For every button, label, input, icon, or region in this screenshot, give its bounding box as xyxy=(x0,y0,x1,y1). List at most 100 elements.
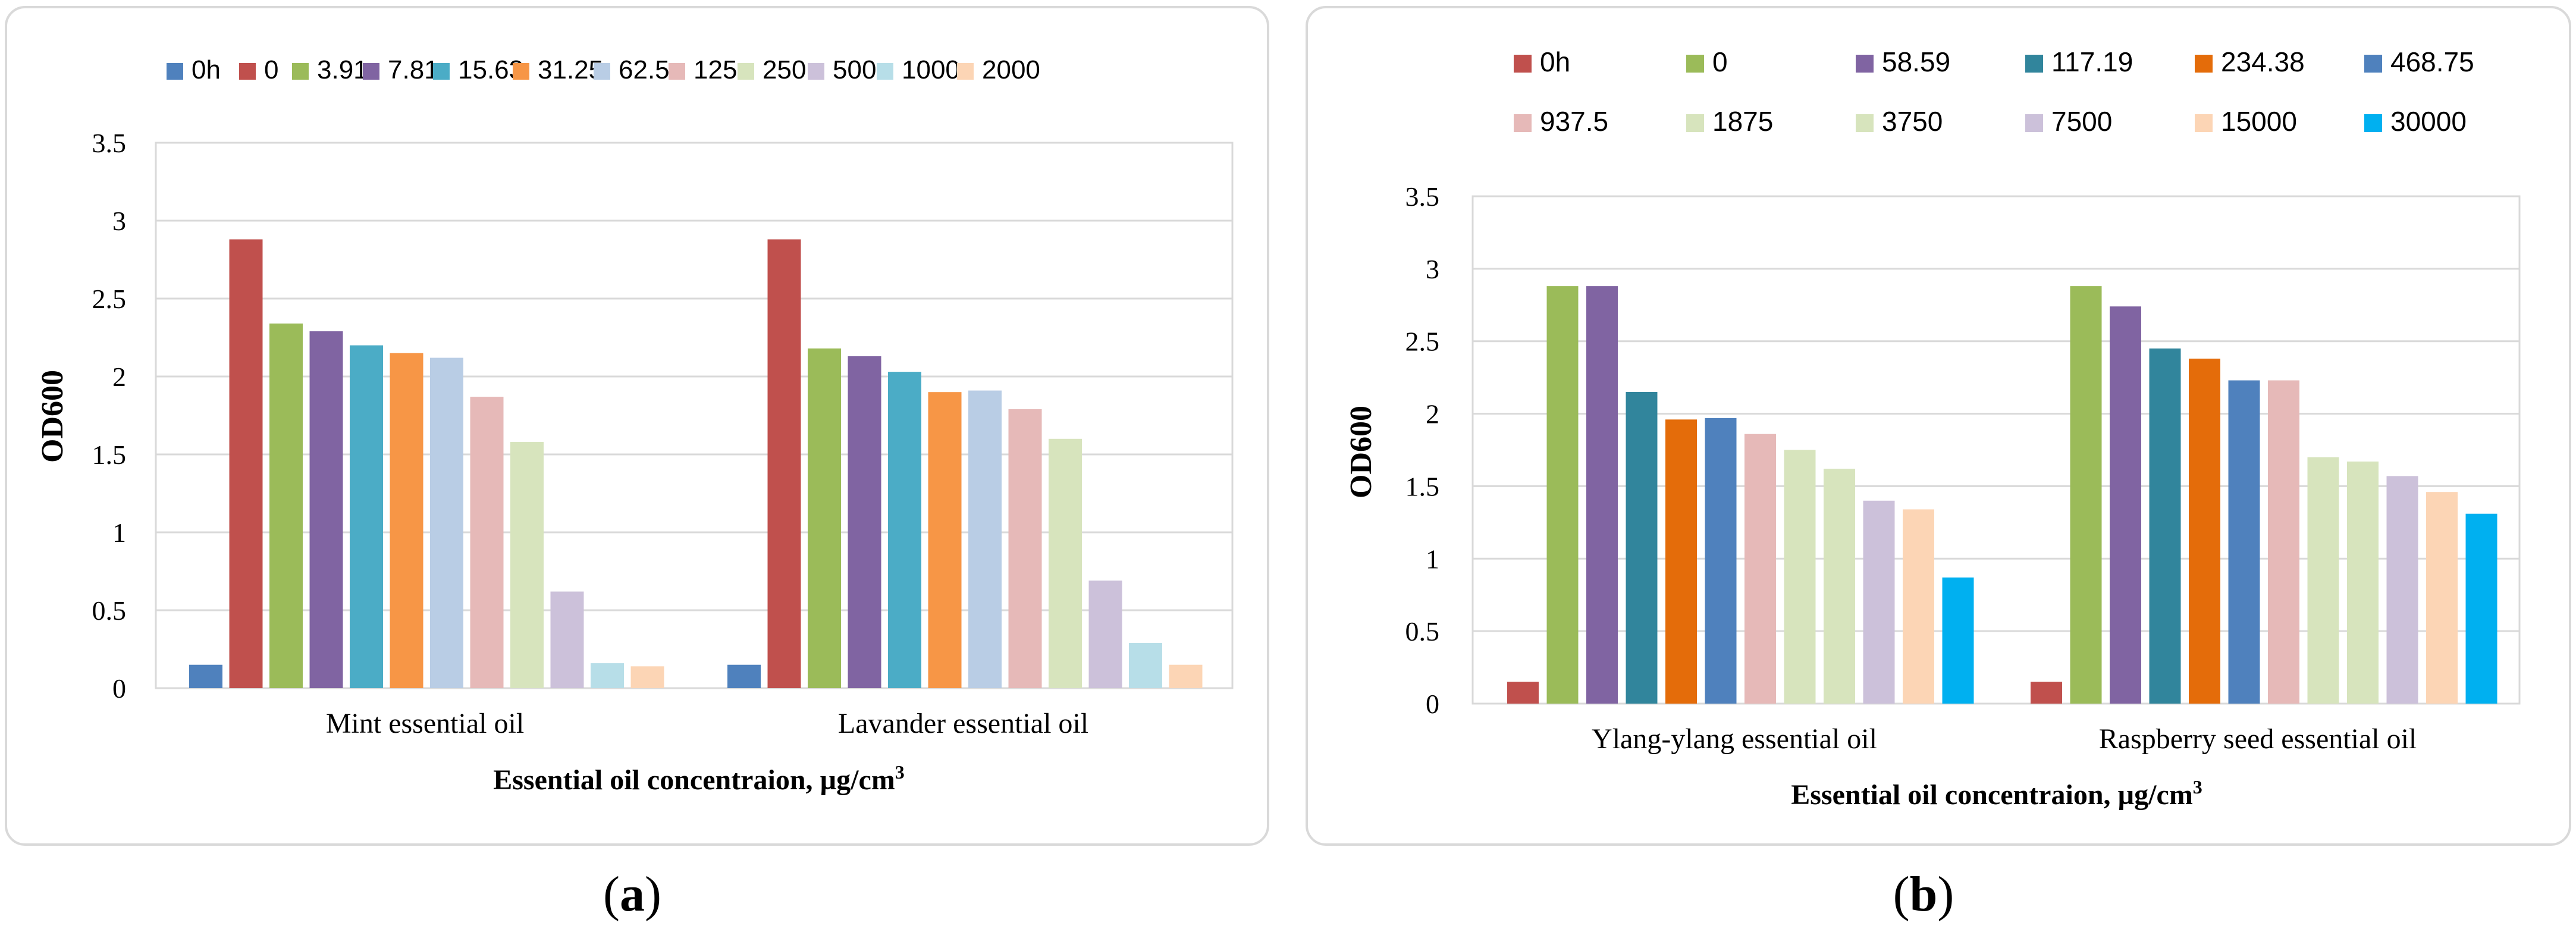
panel-b-x-axis-label: Essential oil concentraion, µg/cm3 xyxy=(1791,776,2202,811)
panel-a-legend-label: 125 xyxy=(694,55,737,84)
caption-a-close: ) xyxy=(645,867,661,922)
caption-b: (b) xyxy=(1864,865,1983,923)
panel-b-ytick-label: 0.5 xyxy=(1405,616,1440,647)
panel-a-bar-2-4 xyxy=(848,356,881,688)
panel-b-legend-swatch xyxy=(1856,114,1874,132)
panel-a-legend-swatch xyxy=(363,63,379,80)
panel-b-bar-2-7 xyxy=(2268,380,2299,704)
panel-a-bar-1-5 xyxy=(350,345,383,688)
caption-b-close: ) xyxy=(1937,867,1954,922)
panel-a-bar-1-2 xyxy=(229,239,263,688)
panel-a-bar-2-3 xyxy=(808,348,841,688)
panel-b-legend-label: 117.19 xyxy=(2051,46,2133,77)
panel-b-bar-1-1 xyxy=(1507,682,1539,704)
panel-b-bar-2-12 xyxy=(2465,513,2497,704)
panel-b-category-label: Ylang-ylang essential oil xyxy=(1592,723,1877,755)
panel-a-bar-2-9 xyxy=(1049,438,1082,688)
chart-panel-b-frame xyxy=(1306,6,2571,846)
panel-b-category-label: Raspberry seed essential oil xyxy=(2099,723,2417,755)
panel-b-legend-swatch xyxy=(1514,114,1532,132)
panel-a-legend-swatch xyxy=(167,63,183,80)
panel-b-plot-area xyxy=(1471,195,2521,705)
panel-a-bar-1-3 xyxy=(269,323,303,688)
panel-b-legend-swatch xyxy=(1514,55,1532,73)
panel-b-bar-2-10 xyxy=(2386,476,2418,704)
panel-a-bar-2-12 xyxy=(1169,664,1203,688)
panel-a-legend-swatch xyxy=(239,63,256,80)
panel-b-legend-label: 0 xyxy=(1712,46,1728,77)
panel-b-legend-swatch xyxy=(2364,55,2382,73)
chart-panel-a-frame xyxy=(5,6,1269,846)
panel-b-bar-1-3 xyxy=(1586,286,1618,704)
panel-b-bar-1-4 xyxy=(1626,392,1658,704)
panel-b-legend-label: 937.5 xyxy=(1540,106,1608,137)
panel-b-legend-label: 234.38 xyxy=(2221,46,2305,77)
caption-b-letter: b xyxy=(1909,867,1938,922)
panel-a-bar-2-10 xyxy=(1088,580,1122,688)
panel-a-ytick-label: 1 xyxy=(112,517,126,548)
panel-a-chart: 0 0.5 1 1.5 2 2.5 3 3.5 Mint essential oil Lavand… xyxy=(36,55,1234,796)
panel-a-bar-2-6 xyxy=(928,392,962,688)
panel-a-legend-swatch xyxy=(292,63,309,80)
panel-b-ytick-label: 2 xyxy=(1426,399,1439,429)
panel-b-legend-swatch xyxy=(1686,114,1704,132)
panel-a-legend-label: 500 xyxy=(833,55,876,84)
panel-a-bar-2-11 xyxy=(1129,643,1162,688)
panel-b-bar-2-6 xyxy=(2228,380,2260,704)
panel-b-ytick-label: 2.5 xyxy=(1405,327,1440,357)
panel-a-bar-2-2 xyxy=(767,239,801,688)
panel-b-bar-1-10 xyxy=(1863,500,1895,704)
panel-b-legend-swatch xyxy=(2025,114,2043,132)
panel-a-bar-2-8 xyxy=(1008,409,1042,688)
caption-b-open: ( xyxy=(1893,867,1910,922)
panel-a-bar-1-12 xyxy=(630,666,664,688)
panel-b-bar-1-9 xyxy=(1824,469,1855,704)
panel-b-legend-swatch xyxy=(1686,55,1704,73)
panel-b-bar-2-5 xyxy=(2189,358,2220,704)
panel-a-legend-swatch xyxy=(808,63,824,80)
panel-a-legend-label: 15.63 xyxy=(458,55,523,84)
panel-a-legend-swatch xyxy=(594,63,610,80)
panel-b-legend-label: 3750 xyxy=(1882,106,1943,137)
panel-a-x-axis-label-sup: 3 xyxy=(895,761,905,783)
panel-b-x-axis-label-sup: 3 xyxy=(2193,776,2202,798)
panel-b-legend-label: 1875 xyxy=(1712,106,1773,137)
panel-b-x-axis-label-text: Essential oil concentraion, µg/cm xyxy=(1791,779,2193,811)
panel-b-bar-1-6 xyxy=(1705,418,1737,704)
caption-a-open: ( xyxy=(603,867,620,922)
panel-a-legend-label: 3.91 xyxy=(317,55,368,84)
panel-a-bar-1-9 xyxy=(510,442,544,688)
panel-a-legend-swatch xyxy=(513,63,529,80)
panel-b-bar-1-8 xyxy=(1784,450,1816,704)
panel-a-bar-2-1 xyxy=(727,664,761,688)
panel-a-legend-swatch xyxy=(669,63,685,80)
panel-b-y-axis-label: OD600 xyxy=(1344,406,1378,498)
caption-a: (a) xyxy=(573,865,692,923)
panel-a-bar-1-11 xyxy=(591,663,624,688)
panel-a-bar-1-8 xyxy=(470,397,504,688)
panel-a-ytick-label: 0.5 xyxy=(92,595,127,626)
panel-b-legend-swatch xyxy=(1856,55,1874,73)
panel-b-legend-label: 58.59 xyxy=(1882,46,1950,77)
panel-a-legend-label: 0h xyxy=(192,55,221,84)
panel-b-chart: 0 0.5 1 1.5 2 2.5 3 3.5 Ylang-ylang essential oi… xyxy=(1344,46,2521,811)
panel-b-legend-label: 7500 xyxy=(2051,106,2112,137)
panel-a-ytick-label: 1.5 xyxy=(92,440,127,470)
panel-a-legend-swatch xyxy=(957,63,974,80)
panel-b-bar-1-11 xyxy=(1903,509,1934,704)
panel-b-bar-1-12 xyxy=(1942,577,1974,704)
panel-b-ytick-label: 3 xyxy=(1426,254,1439,284)
panel-a-bar-1-10 xyxy=(550,591,584,688)
panel-a-category-label: Lavander essential oil xyxy=(838,708,1088,739)
panel-b-bar-2-4 xyxy=(2149,348,2181,704)
panel-a-bar-1-6 xyxy=(390,353,423,688)
panel-b-ytick-label: 1.5 xyxy=(1405,471,1440,501)
panel-b-legend-swatch xyxy=(2025,55,2043,73)
panel-a-legend-label: 31.25 xyxy=(538,55,603,84)
panel-a-legend-label: 2000 xyxy=(982,55,1040,84)
panel-a-legend-swatch xyxy=(433,63,450,80)
panel-b-ytick-label: 0 xyxy=(1426,689,1439,719)
panel-b-legend-label: 30000 xyxy=(2390,106,2467,137)
panel-b-bar-2-11 xyxy=(2426,492,2458,704)
